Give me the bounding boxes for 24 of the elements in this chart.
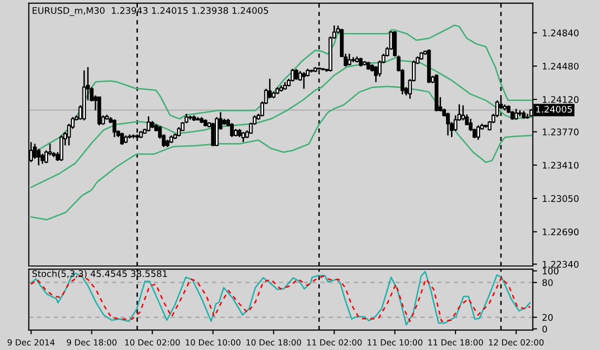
x-tick-label: 11 Dec 18:00 [428, 339, 483, 346]
x-tick-label: 9 Dec 2014 [8, 339, 55, 346]
y-tick-label: 1.22690 [542, 228, 579, 236]
y-tick-label: 1.23050 [542, 195, 579, 202]
y-tick-label: 1.24480 [542, 62, 579, 70]
x-tick-label: 11 Dec 02:00 [307, 339, 362, 346]
y-tick-label: 20 [542, 314, 553, 321]
y-tick-label: 0 [542, 326, 547, 332]
y-tick-label: 1.22340 [542, 260, 579, 268]
x-tick-label: 10 Dec 18:00 [246, 339, 302, 346]
y-tick-label: 1.23410 [542, 162, 579, 169]
x-tick-label: 12 Dec 02:00 [489, 339, 544, 346]
chart-title: EURUSD_m,M30 1.23943 1.24015 1.23938 1.24005 [32, 7, 268, 16]
ref-line-label: 1.24005 [536, 106, 572, 113]
x-tick-label: 10 Dec 02:00 [125, 339, 180, 346]
y-tick-label: 1.23770 [542, 128, 579, 136]
y-tick-label: 1.24120 [542, 96, 579, 103]
y-tick-label: 1.24840 [542, 29, 579, 36]
chart-title: Stoch(5,3,3) 45.4545 38.5581 [32, 270, 167, 278]
y-tick-label: 100 [542, 268, 558, 274]
x-tick-label: 9 Dec 18:00 [66, 339, 117, 346]
x-tick-label: 11 Dec 10:00 [368, 339, 422, 346]
x-tick-label: 10 Dec 10:00 [186, 339, 240, 346]
y-tick-label: 80 [542, 279, 553, 286]
